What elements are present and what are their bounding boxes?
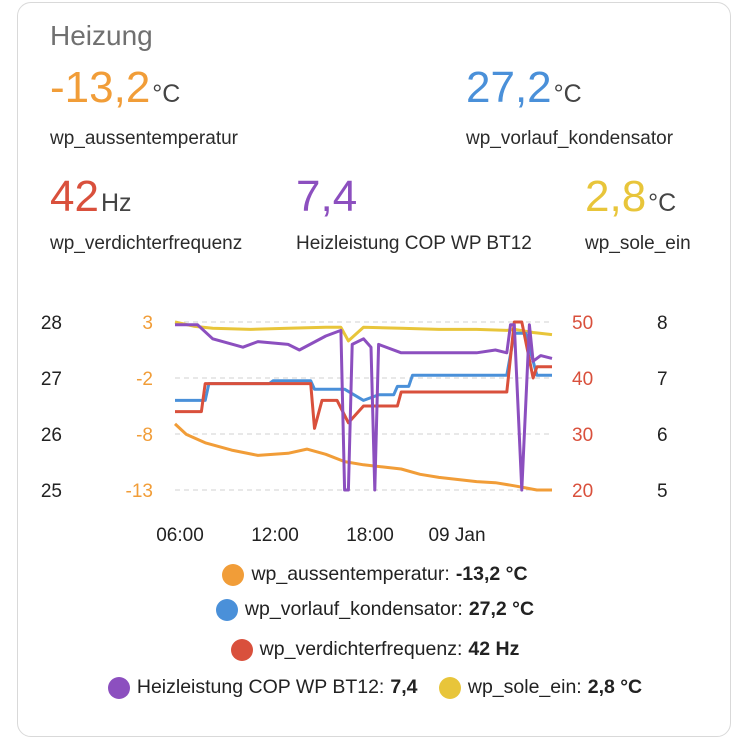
x-tick-label: 06:00 [156,525,204,546]
stat-label: wp_aussentemperatur [50,128,238,149]
legend-item-sole-ein[interactable]: wp_sole_ein: 2,8 °C [438,676,643,699]
series-line [175,323,553,492]
stat-value: -13,2 [50,63,151,112]
stat-sole-ein[interactable]: 2,8°C wp_sole_ein [585,172,691,255]
y-tick-label: -13 [126,481,153,502]
legend-row-1: wp_aussentemperatur: -13,2 °C [0,563,750,592]
chart-axes: 28 27 26 25 3 -2 -8 -13 50 40 30 20 8 7 6 5 06:00 12:00 18… [41,313,668,546]
legend-value: 2,8 °C [587,676,643,698]
y-tick-label: 3 [142,313,153,334]
legend-label: Heizleistung COP WP BT12: [136,676,385,698]
y-tick-label: -2 [136,369,153,390]
y-tick-label: 5 [657,481,668,502]
legend-dot [222,563,245,586]
stat-value: 42 [50,172,99,221]
legend-dot [215,598,238,621]
stat-value: 7,4 [296,172,358,221]
y-tick-label: 6 [657,425,668,446]
legend-label: wp_sole_ein: [467,676,582,698]
stat-label: wp_verdichterfrequenz [50,233,243,254]
legend-item-aussentemperatur[interactable]: wp_aussentemperatur: -13,2 °C [222,563,528,586]
legend-item-vorlauf-kondensator[interactable]: wp_vorlauf_kondensator: 27,2 °C [215,598,535,621]
stat-label: Heizleistung COP WP BT12 [296,233,532,254]
stat-unit: °C [648,189,677,217]
stat-vorlauf-kondensator[interactable]: 27,2°C wp_vorlauf_kondensator [466,63,673,150]
x-tick-label: 09 Jan [428,525,485,546]
x-tick-label: 12:00 [251,525,299,546]
legend-dot [438,676,461,699]
legend-value: 42 Hz [468,638,520,660]
stat-verdichterfrequenz[interactable]: 42Hz wp_verdichterfrequenz [50,172,242,255]
stat-unit: °C [152,80,181,108]
heizung-card [17,2,731,737]
stat-unit: °C [553,80,582,108]
y-tick-label: 40 [572,369,593,390]
legend-value: 7,4 [390,676,418,698]
legend-item-heizleistung-cop[interactable]: Heizleistung COP WP BT12: 7,4 [107,676,418,699]
legend-label: wp_verdichterfrequenz: [259,638,463,660]
stat-unit: Hz [100,189,132,217]
y-tick-label: 27 [41,369,62,390]
y-tick-label: 50 [572,313,593,334]
y-tick-label: 8 [657,313,668,334]
history-chart: 28 27 26 25 3 -2 -8 -13 50 40 30 20 8 7 6 5 06:00 12:00 18… [41,313,668,546]
y-tick-label: 20 [572,481,593,502]
series-line [175,320,552,430]
y-tick-label: -8 [136,425,153,446]
legend-label: wp_vorlauf_kondensator: [244,598,463,620]
y-tick-label: 26 [41,425,62,446]
stat-value: 2,8 [585,172,647,221]
legend-row-4: Heizleistung COP WP BT12: 7,4 wp_sole_ein… [0,676,750,705]
legend-row-3: wp_verdichterfrequenz: 42 Hz [0,638,750,667]
y-tick-label: 28 [41,313,62,334]
legend-value: 27,2 °C [468,598,535,620]
legend-value: -13,2 °C [455,563,528,585]
y-tick-label: 7 [657,369,668,390]
stat-aussentemperatur[interactable]: -13,2°C wp_aussentemperatur [50,63,238,150]
legend-dot [230,638,253,661]
y-tick-label: 25 [41,481,62,502]
legend-row-2: wp_vorlauf_kondensator: 27,2 °C [0,598,750,627]
stat-heizleistung-cop[interactable]: 7,4 Heizleistung COP WP BT12 [296,172,532,255]
y-tick-label: 30 [572,425,593,446]
stat-value: 27,2 [466,63,552,112]
stat-label: wp_vorlauf_kondensator [466,128,674,149]
series-line [173,422,552,492]
card-title: Heizung [50,20,153,51]
stat-label: wp_sole_ein [585,233,691,254]
x-tick-label: 18:00 [346,525,394,546]
legend-dot [107,676,130,699]
legend-label: wp_aussentemperatur: [251,563,450,585]
chart-series [173,320,553,492]
legend-item-verdichterfrequenz[interactable]: wp_verdichterfrequenz: 42 Hz [230,638,520,661]
